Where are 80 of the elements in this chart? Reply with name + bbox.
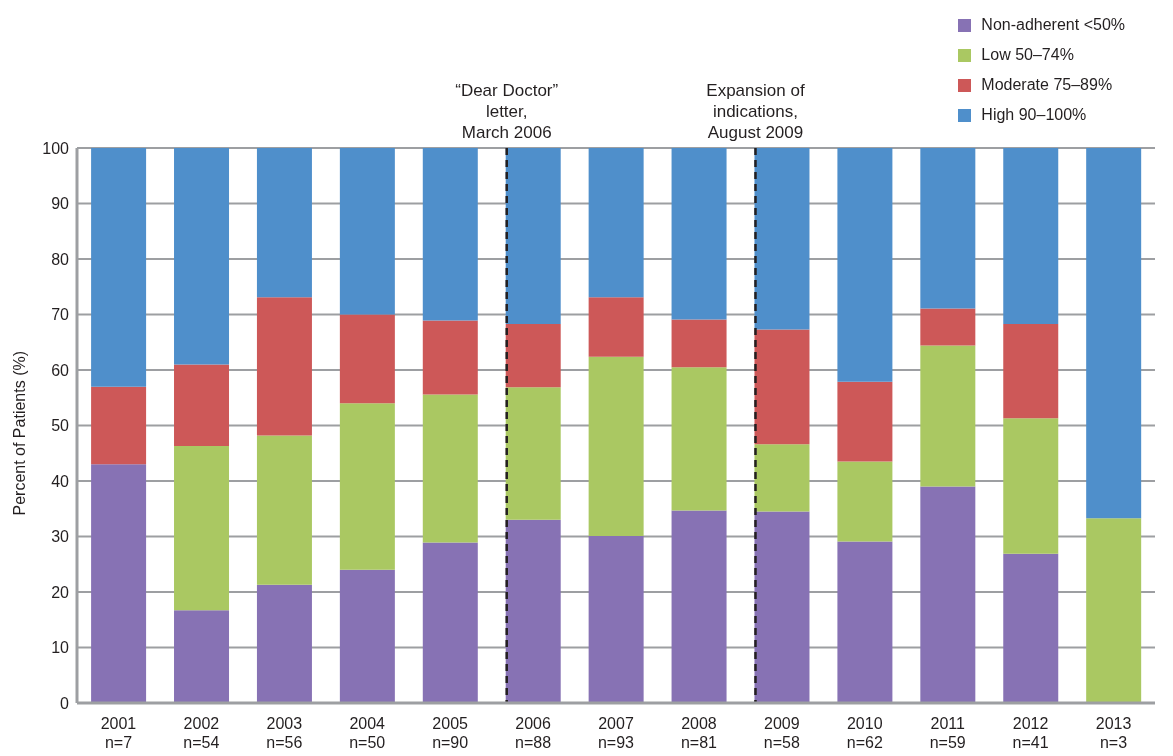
- bar: [91, 386, 147, 465]
- legend-label: Non-adherent <50%: [981, 16, 1125, 34]
- x-tick-label: 2013 n=3: [1095, 715, 1132, 751]
- bar: [505, 148, 561, 324]
- bar: [837, 381, 893, 462]
- x-tick-label: 2006 n=88: [515, 715, 552, 751]
- x-tick-label: 2009 n=58: [763, 715, 800, 751]
- bar: [339, 569, 395, 703]
- bar: [588, 148, 644, 298]
- bar: [422, 148, 478, 321]
- bar: [754, 329, 810, 445]
- bar: [174, 610, 230, 703]
- bar: [754, 444, 810, 512]
- bar: [1003, 553, 1059, 703]
- bar: [256, 148, 312, 298]
- x-tick-label: 2008 n=81: [680, 715, 718, 751]
- bar: [505, 323, 561, 388]
- legend-label: Moderate 75–89%: [981, 76, 1113, 94]
- bar: [174, 446, 230, 611]
- legend-label: Low 50–74%: [981, 46, 1074, 64]
- x-tick-label: 2011 n=59: [929, 715, 966, 751]
- y-tick-label: 10: [51, 639, 70, 657]
- bar: [1003, 418, 1059, 554]
- bar: [920, 308, 976, 346]
- bar: [505, 387, 561, 520]
- x-tick-label: 2010 n=62: [846, 715, 883, 751]
- bar: [837, 541, 893, 703]
- y-axis-title: Percent of Patients (%): [10, 350, 28, 516]
- ref-line-label: “Dear Doctor” letter, March 2006: [455, 81, 559, 142]
- y-tick-label: 80: [51, 250, 70, 268]
- bar: [339, 403, 395, 570]
- bar: [837, 461, 893, 542]
- bar: [754, 511, 810, 703]
- x-tick-label: 2001 n=7: [100, 715, 137, 751]
- bar: [91, 464, 147, 703]
- bar: [588, 535, 644, 703]
- y-tick-label: 20: [51, 583, 70, 601]
- bar: [1086, 148, 1142, 519]
- y-tick-label: 40: [51, 472, 70, 490]
- bar: [505, 519, 561, 703]
- bar: [174, 148, 230, 365]
- bar: [671, 148, 727, 320]
- x-tick-label: 2005 n=90: [432, 715, 469, 751]
- bar: [256, 584, 312, 703]
- x-tick-label: 2002 n=54: [183, 715, 220, 751]
- bar: [1003, 323, 1059, 419]
- x-tick-label: 2004 n=50: [349, 715, 386, 751]
- x-tick-label: 2007 n=93: [597, 715, 635, 751]
- bar: [671, 510, 727, 703]
- bar: [422, 542, 478, 703]
- bar: [671, 319, 727, 368]
- bar: [422, 394, 478, 543]
- bar: [837, 148, 893, 382]
- y-tick-label: 70: [51, 306, 70, 324]
- y-tick-label: 90: [51, 195, 70, 213]
- bar: [339, 314, 395, 404]
- bar: [588, 356, 644, 536]
- bar: [588, 297, 644, 357]
- y-tick-label: 0: [60, 694, 70, 712]
- bar: [174, 364, 230, 447]
- bar: [1086, 518, 1142, 703]
- y-tick-label: 100: [42, 139, 70, 157]
- bar: [671, 367, 727, 511]
- bar: [91, 148, 147, 387]
- y-tick-label: 60: [51, 361, 70, 379]
- bar: [920, 486, 976, 703]
- bar: [920, 148, 976, 309]
- bar: [920, 345, 976, 487]
- x-tick-label: 2003 n=56: [266, 715, 303, 751]
- x-tick-label: 2012 n=41: [1012, 715, 1049, 751]
- bar: [754, 148, 810, 330]
- bar: [1003, 148, 1059, 324]
- legend-label: High 90–100%: [981, 106, 1087, 124]
- y-tick-label: 50: [51, 417, 70, 435]
- bar: [256, 435, 312, 585]
- ref-line-label: Expansion of indications, August 2009: [706, 81, 805, 142]
- bar: [256, 297, 312, 436]
- y-tick-label: 30: [51, 528, 70, 546]
- bar: [339, 148, 395, 315]
- bar: [422, 320, 478, 395]
